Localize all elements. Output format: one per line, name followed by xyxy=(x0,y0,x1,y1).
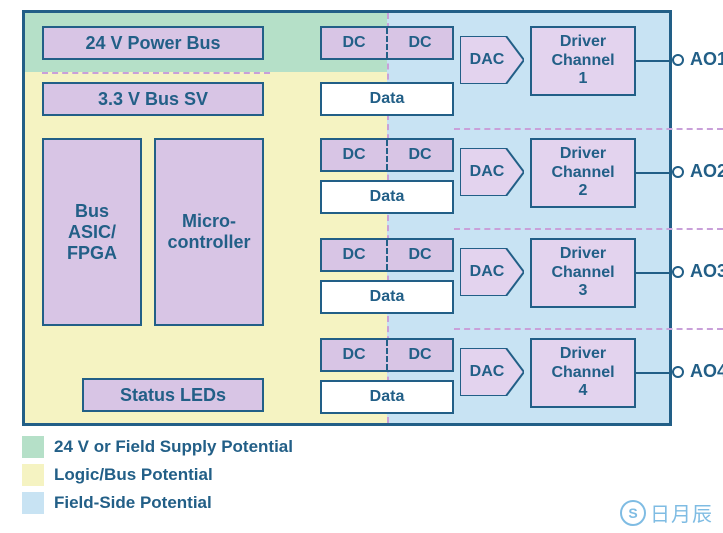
data-block-4: Data xyxy=(320,380,454,414)
status-leds-block: Status LEDs xyxy=(82,378,264,412)
dac-label: DAC xyxy=(460,248,524,296)
dac-label: DAC xyxy=(460,36,524,84)
dc-right-label: DC xyxy=(388,146,452,164)
dac-block-2: DAC xyxy=(460,148,524,196)
data-block-1: Data xyxy=(320,82,454,116)
driver-block-1: DriverChannel1 xyxy=(530,26,636,96)
legend-swatch xyxy=(22,436,44,458)
mcu-block: Micro-controller xyxy=(154,138,264,326)
ao-line-3 xyxy=(636,272,672,274)
asic-label: BusASIC/FPGA xyxy=(67,201,117,264)
dac-label: DAC xyxy=(460,148,524,196)
power-bus-label: 24 V Power Bus xyxy=(85,33,220,54)
legend-item: Logic/Bus Potential xyxy=(22,464,293,486)
legend-label: Field-Side Potential xyxy=(54,493,212,513)
asic-block: BusASIC/FPGA xyxy=(42,138,142,326)
watermark: S 日月辰 xyxy=(620,498,713,527)
bus-sv-label: 3.3 V Bus SV xyxy=(98,89,208,110)
ao-line-1 xyxy=(636,60,672,62)
ao-label-1: AO1 xyxy=(690,49,723,70)
ao-terminal-1 xyxy=(672,54,684,66)
data-block-2: Data xyxy=(320,180,454,214)
data-block-3: Data xyxy=(320,280,454,314)
dcdc-block-2: DCDC xyxy=(320,138,454,172)
dc-left-label: DC xyxy=(322,146,386,164)
ao-line-4 xyxy=(636,372,672,374)
dc-right-label: DC xyxy=(388,346,452,364)
driver-block-2: DriverChannel2 xyxy=(530,138,636,208)
hdash-left xyxy=(42,72,270,74)
power-bus-block: 24 V Power Bus xyxy=(42,26,264,60)
dcdc-block-3: DCDC xyxy=(320,238,454,272)
dcdc-block-1: DCDC xyxy=(320,26,454,60)
legend-swatch xyxy=(22,492,44,514)
dac-block-4: DAC xyxy=(460,348,524,396)
legend-label: 24 V or Field Supply Potential xyxy=(54,437,293,457)
legend-item: 24 V or Field Supply Potential xyxy=(22,436,293,458)
bus-sv-block: 3.3 V Bus SV xyxy=(42,82,264,116)
legend-swatch xyxy=(22,464,44,486)
dac-label: DAC xyxy=(460,348,524,396)
block-diagram: 24 V Power Bus 3.3 V Bus SV BusASIC/FPGA… xyxy=(22,10,672,426)
status-leds-label: Status LEDs xyxy=(120,385,226,406)
ao-terminal-2 xyxy=(672,166,684,178)
dac-block-1: DAC xyxy=(460,36,524,84)
dc-right-label: DC xyxy=(388,34,452,52)
driver-block-3: DriverChannel3 xyxy=(530,238,636,308)
channel-divider-3 xyxy=(454,328,723,330)
mcu-label: Micro-controller xyxy=(167,211,250,253)
ao-terminal-4 xyxy=(672,366,684,378)
dc-left-label: DC xyxy=(322,346,386,364)
watermark-text: 日月辰 xyxy=(650,498,713,527)
legend-item: Field-Side Potential xyxy=(22,492,293,514)
ao-label-3: AO3 xyxy=(690,261,723,282)
dac-block-3: DAC xyxy=(460,248,524,296)
dc-right-label: DC xyxy=(388,246,452,264)
driver-block-4: DriverChannel4 xyxy=(530,338,636,408)
dc-left-label: DC xyxy=(322,34,386,52)
ao-label-2: AO2 xyxy=(690,161,723,182)
watermark-icon: S xyxy=(620,500,646,526)
dcdc-block-4: DCDC xyxy=(320,338,454,372)
legend: 24 V or Field Supply Potential Logic/Bus … xyxy=(22,436,293,520)
ao-terminal-3 xyxy=(672,266,684,278)
legend-label: Logic/Bus Potential xyxy=(54,465,213,485)
dc-left-label: DC xyxy=(322,246,386,264)
channel-divider-2 xyxy=(454,228,723,230)
channel-divider-1 xyxy=(454,128,723,130)
ao-label-4: AO4 xyxy=(690,361,723,382)
ao-line-2 xyxy=(636,172,672,174)
